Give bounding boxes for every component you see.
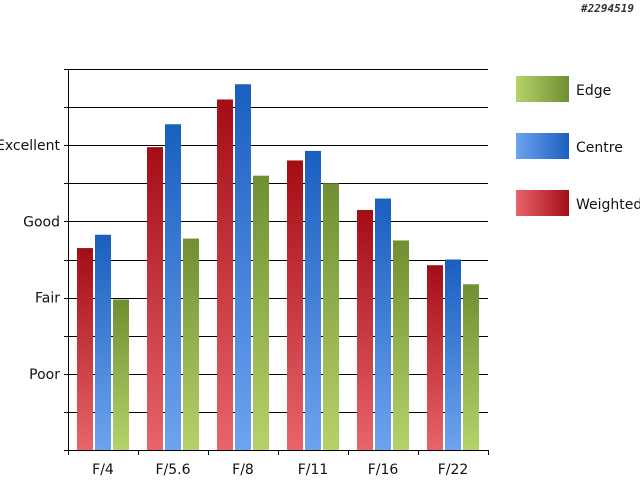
image-id-watermark: #2294519	[580, 2, 634, 15]
bar-edge-f-11	[323, 183, 339, 451]
bar-weighted-f-16	[357, 209, 373, 450]
x-tick-label-f-16: F/16	[368, 462, 399, 478]
legend-label-edge: Edge	[576, 83, 611, 99]
gridlines	[68, 69, 488, 413]
bar-weighted-f-5-6	[147, 147, 163, 451]
x-tick-labels: F/4 F/5.6 F/8 F/11 F/16 F/22	[92, 462, 468, 478]
legend-label-weighted: Weighted	[576, 197, 640, 213]
x-tick-label-f-4: F/4	[92, 462, 114, 478]
legend-label-centre: Centre	[576, 140, 623, 156]
y-tick-label-excellent: Excellent	[0, 138, 61, 154]
bar-weighted-f-8	[217, 99, 233, 450]
bar-centre-f-22	[445, 259, 461, 450]
x-tick-label-f-22: F/22	[438, 462, 469, 478]
bar-edge-f-8	[253, 175, 269, 450]
y-tick-label-fair: Fair	[35, 291, 60, 307]
legend-item-edge: Edge	[516, 76, 611, 102]
x-tick-label-f-5-6: F/5.6	[155, 462, 190, 478]
axes	[64, 69, 489, 455]
bar-edge-f-22	[463, 284, 479, 450]
bar-centre-f-8	[235, 84, 251, 451]
legend-item-centre: Centre	[516, 133, 623, 159]
legend-item-weighted: Weighted	[516, 190, 640, 216]
bar-centre-f-5-6	[165, 124, 181, 451]
bar-edge-f-16	[393, 240, 409, 450]
y-tick-labels: Poor Fair Good Excellent	[0, 138, 61, 383]
bar-centre-f-4	[95, 234, 111, 450]
legend-swatch-edge	[516, 76, 569, 102]
bar-weighted-f-11	[287, 160, 303, 450]
bars	[77, 84, 479, 451]
bar-weighted-f-4	[77, 248, 93, 450]
legend: Edge Centre Weighted	[516, 76, 640, 216]
bar-edge-f-4	[113, 299, 129, 450]
bar-weighted-f-22	[427, 265, 443, 450]
bar-centre-f-11	[305, 150, 321, 451]
legend-swatch-centre	[516, 133, 569, 159]
x-tick-label-f-8: F/8	[232, 462, 254, 478]
bar-edge-f-5-6	[183, 238, 199, 450]
bar-centre-f-16	[375, 198, 391, 450]
legend-swatch-weighted	[516, 190, 569, 216]
y-tick-label-good: Good	[23, 214, 60, 230]
x-tick-label-f-11: F/11	[298, 462, 329, 478]
y-tick-label-poor: Poor	[29, 367, 60, 383]
